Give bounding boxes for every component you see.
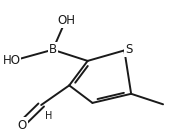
Text: HO: HO — [2, 54, 20, 67]
Text: O: O — [17, 119, 27, 131]
Text: B: B — [49, 43, 57, 56]
Text: OH: OH — [58, 14, 76, 27]
Text: H: H — [45, 111, 52, 121]
Text: S: S — [125, 43, 132, 55]
